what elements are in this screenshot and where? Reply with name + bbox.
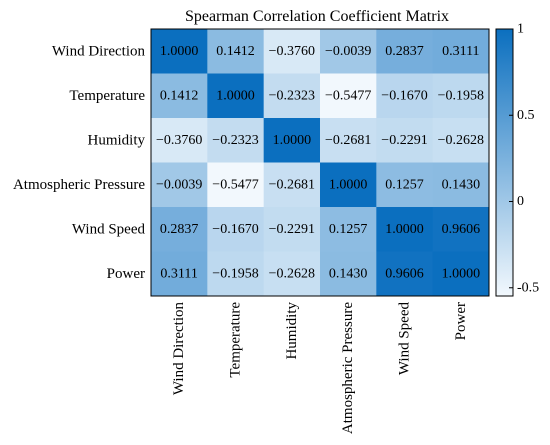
heatmap-cell bbox=[263, 118, 321, 163]
row-label: Wind Speed bbox=[72, 221, 146, 237]
heatmap-cell bbox=[432, 162, 490, 208]
cell-value-label: 0.9606 bbox=[385, 266, 424, 281]
cell-value-label: −0.0039 bbox=[325, 44, 371, 59]
row-labels: Wind Direction Temperature Humidity Atmosph… bbox=[13, 43, 146, 282]
heatmap-cell bbox=[263, 73, 321, 119]
cell-value-label: −0.1958 bbox=[438, 88, 484, 103]
cell-value-label: −0.2291 bbox=[269, 222, 315, 237]
cell-value-label: 0.1257 bbox=[385, 177, 424, 192]
heatmap-border bbox=[150, 28, 490, 297]
heatmap-cell bbox=[207, 162, 265, 208]
cell-value-label: −0.5477 bbox=[325, 88, 371, 103]
chart-title: Spearman Correlation Coefficient Matrix bbox=[185, 8, 449, 25]
cell-value-label: 0.1430 bbox=[442, 177, 481, 192]
heatmap-cell bbox=[320, 251, 377, 297]
heatmap-cell bbox=[376, 207, 434, 252]
cell-value-label: 0.1257 bbox=[329, 222, 368, 237]
heatmap-cell bbox=[320, 207, 377, 252]
heatmap-cell bbox=[320, 162, 377, 208]
row-label: Power bbox=[107, 266, 145, 282]
column-labels: Wind Direction Temperature Humidity Atmosph… bbox=[171, 302, 469, 435]
colorbar-tick-label: 0 bbox=[517, 194, 524, 209]
heatmap-cell bbox=[207, 251, 265, 297]
colorbar-tick-label: 1 bbox=[517, 22, 524, 37]
heatmap-cell bbox=[207, 118, 265, 163]
cell-value-label: 0.2837 bbox=[385, 44, 424, 59]
row-label: Humidity bbox=[87, 132, 145, 148]
cell-value-label: 0.1412 bbox=[160, 88, 199, 103]
cell-value-label: 0.9606 bbox=[442, 222, 481, 237]
heatmap-cell bbox=[263, 162, 321, 208]
heatmap-cell bbox=[320, 73, 377, 119]
cell-value-label: −0.2291 bbox=[381, 133, 427, 148]
heatmap-cell bbox=[432, 29, 490, 74]
heatmap-cell bbox=[432, 73, 490, 119]
cell-value-label: 1.0000 bbox=[385, 222, 424, 237]
cell-value-label: 1.0000 bbox=[273, 133, 312, 148]
cell-value-label: 0.1412 bbox=[216, 44, 255, 59]
column-label: Wind Direction bbox=[171, 302, 187, 396]
heatmap-cell bbox=[432, 118, 490, 163]
heatmap-cell bbox=[151, 251, 208, 297]
cell-value-label: 1.0000 bbox=[329, 177, 368, 192]
heatmap-cell bbox=[151, 162, 208, 208]
cell-value-label: 0.2837 bbox=[160, 222, 199, 237]
colorbar-tick-label: -0.5 bbox=[517, 280, 539, 295]
cell-value-label: −0.2323 bbox=[269, 88, 315, 103]
cell-value-label: 1.0000 bbox=[160, 44, 199, 59]
cell-value-label: −0.2681 bbox=[325, 133, 371, 148]
row-label: Atmospheric Pressure bbox=[13, 177, 145, 193]
column-label: Wind Speed bbox=[397, 302, 413, 376]
cell-value-label: −0.1670 bbox=[381, 88, 427, 103]
row-label: Temperature bbox=[69, 88, 145, 104]
heatmap-cell bbox=[320, 29, 377, 74]
heatmap-cell bbox=[151, 118, 208, 163]
cell-value-label: 0.3111 bbox=[442, 44, 479, 59]
heatmap-cell bbox=[263, 251, 321, 297]
cell-value-label: 0.3111 bbox=[160, 266, 197, 281]
cell-value-label: 1.0000 bbox=[216, 88, 255, 103]
heatmap-cell bbox=[263, 207, 321, 252]
heatmap-cell bbox=[207, 29, 265, 74]
column-label: Power bbox=[453, 302, 469, 340]
heatmap-cell bbox=[151, 73, 208, 119]
cell-value-label: −0.3760 bbox=[156, 133, 202, 148]
cell-value-label: −0.5477 bbox=[212, 177, 258, 192]
heatmap-cell bbox=[207, 73, 265, 119]
heatmap-cell bbox=[376, 118, 434, 163]
cell-value-label: −0.2628 bbox=[269, 266, 315, 281]
heatmap-cell bbox=[151, 29, 208, 74]
row-label: Wind Direction bbox=[52, 43, 146, 59]
cell-value-label: 0.1430 bbox=[329, 266, 368, 281]
cell-value-label: −0.3760 bbox=[269, 44, 315, 59]
heatmap-cell bbox=[263, 29, 321, 74]
heatmap-cell bbox=[376, 251, 434, 297]
cell-value-label: −0.1958 bbox=[212, 266, 258, 281]
heatmap-cell bbox=[376, 29, 434, 74]
column-label: Humidity bbox=[284, 302, 300, 360]
heatmap-cell bbox=[207, 207, 265, 252]
heatmap-cell bbox=[376, 162, 434, 208]
heatmap-cell bbox=[432, 251, 490, 297]
heatmap-cells: 1.0000 0.1412 −0.3760 −0.0039 0.2837 0.3111 0.… bbox=[150, 28, 490, 297]
cell-value-label: −0.1670 bbox=[212, 222, 258, 237]
cell-value-label: −0.2628 bbox=[438, 133, 484, 148]
colorbar: 1 0.5 0 -0.5 bbox=[495, 22, 539, 297]
colorbar-tick-label: 0.5 bbox=[517, 108, 535, 123]
heatmap-cell bbox=[432, 207, 490, 252]
cell-value-label: −0.0039 bbox=[156, 177, 202, 192]
column-label: Atmospheric Pressure bbox=[340, 302, 356, 434]
column-label: Temperature bbox=[228, 302, 244, 378]
cell-value-label: −0.2681 bbox=[269, 177, 315, 192]
heatmap-cell bbox=[320, 118, 377, 163]
heatmap-cell bbox=[376, 73, 434, 119]
heatmap-cell bbox=[151, 207, 208, 252]
cell-value-label: 1.0000 bbox=[442, 266, 481, 281]
cell-value-label: −0.2323 bbox=[212, 133, 258, 148]
colorbar-gradient bbox=[495, 28, 514, 297]
